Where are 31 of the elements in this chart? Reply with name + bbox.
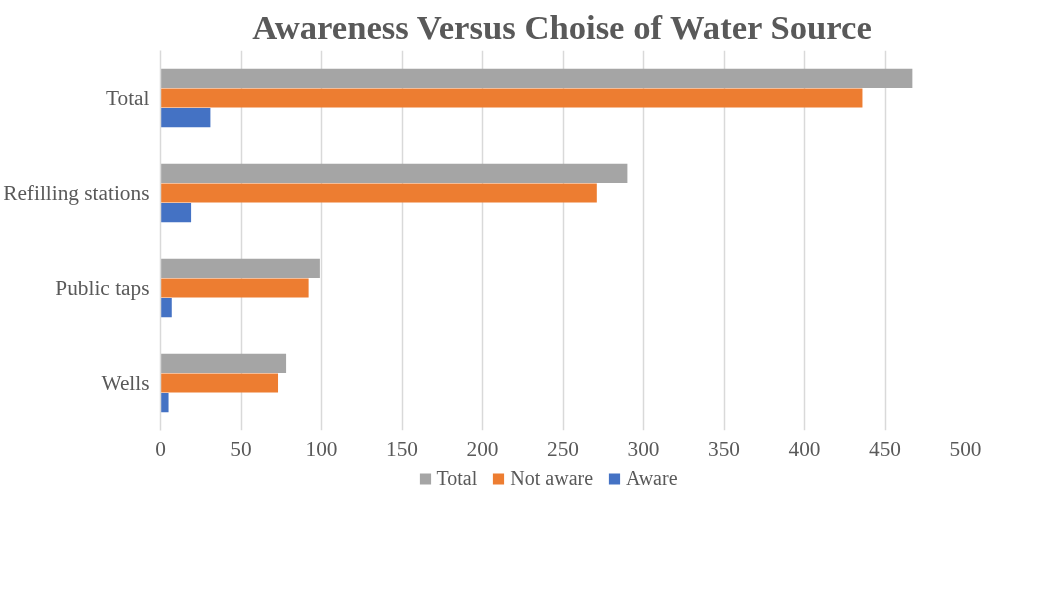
- bar: [160, 373, 279, 393]
- x-tick-label: 250: [547, 436, 579, 461]
- bar: [160, 68, 913, 88]
- y-tick-label: Total: [105, 86, 150, 110]
- legend-label: Aware: [626, 466, 678, 490]
- x-tick-label: 50: [230, 436, 252, 461]
- legend-label: Total: [436, 466, 478, 490]
- x-tick-label: 100: [305, 436, 338, 461]
- x-tick-label: 500: [949, 436, 982, 461]
- bar: [160, 393, 169, 413]
- bar: [160, 203, 192, 223]
- bar: [160, 183, 597, 203]
- chart-title: Awareness Versus Choise of Water Source: [252, 7, 872, 46]
- y-tick-label: Refilling stations: [3, 181, 150, 205]
- x-tick-label: 200: [466, 436, 499, 461]
- x-tick-label: 450: [869, 436, 901, 461]
- x-tick-label: 0: [155, 436, 166, 461]
- bar: [160, 278, 309, 298]
- x-tick-label: 400: [788, 436, 821, 461]
- legend-label: Not aware: [510, 466, 594, 490]
- bar: [160, 353, 287, 373]
- bar: [160, 108, 211, 128]
- bar: [160, 88, 863, 108]
- x-tick-label: 150: [386, 436, 418, 461]
- x-tick-label: 300: [627, 436, 660, 461]
- bar: [160, 163, 628, 183]
- y-tick-label: Wells: [101, 371, 150, 395]
- bar: [160, 258, 320, 278]
- y-tick-label: Public taps: [55, 276, 150, 300]
- bar: [160, 298, 172, 318]
- x-tick-label: 350: [708, 436, 740, 461]
